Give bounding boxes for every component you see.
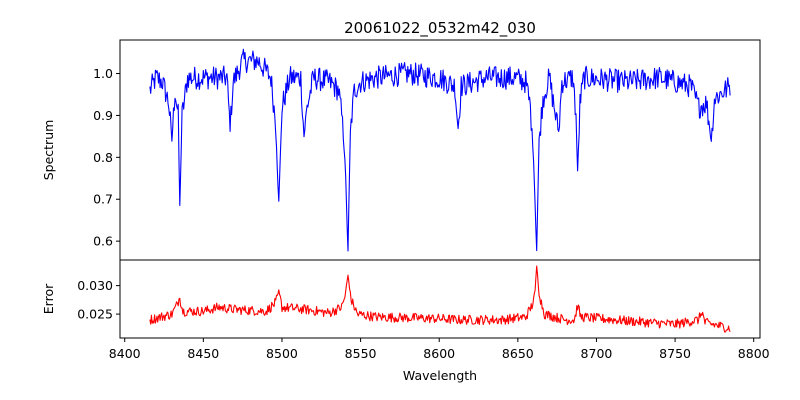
y-tick-label: 0.030 [77, 278, 113, 293]
y-tick-label: 0.025 [77, 307, 113, 322]
x-tick-label: 8600 [423, 346, 455, 361]
x-tick-label: 8550 [345, 346, 377, 361]
y-tick-label: 0.9 [93, 108, 113, 123]
error-plot-frame [119, 259, 761, 339]
x-tick-label: 8750 [659, 346, 691, 361]
x-axis-ticks: 8400 8450 8500 8550 8600 8650 8700 8750 8800 [109, 338, 770, 361]
chart-title: 20061022_0532m42_030 [344, 19, 536, 38]
x-tick-label: 8450 [187, 346, 219, 361]
spectrum-y-axis-label: Spectrum [41, 120, 56, 181]
error-series-line [149, 265, 731, 333]
y-tick-label: 0.7 [93, 192, 113, 207]
x-tick-label: 8400 [109, 346, 141, 361]
spectrum-series-line [149, 48, 731, 252]
x-tick-label: 8650 [502, 346, 534, 361]
spectrum-y-ticks: 0.6 0.7 0.8 0.9 1.0 [93, 66, 120, 249]
x-tick-label: 8800 [738, 346, 770, 361]
y-tick-label: 1.0 [93, 66, 113, 81]
x-tick-label: 8500 [266, 346, 298, 361]
error-panel: 0.025 0.030 Error [41, 259, 761, 339]
error-y-ticks: 0.025 0.030 [77, 278, 120, 322]
error-y-axis-label: Error [41, 283, 56, 314]
x-tick-label: 8700 [581, 346, 613, 361]
x-axis-label: Wavelength [403, 368, 477, 383]
y-tick-label: 0.6 [93, 234, 113, 249]
y-tick-label: 0.8 [93, 150, 113, 165]
